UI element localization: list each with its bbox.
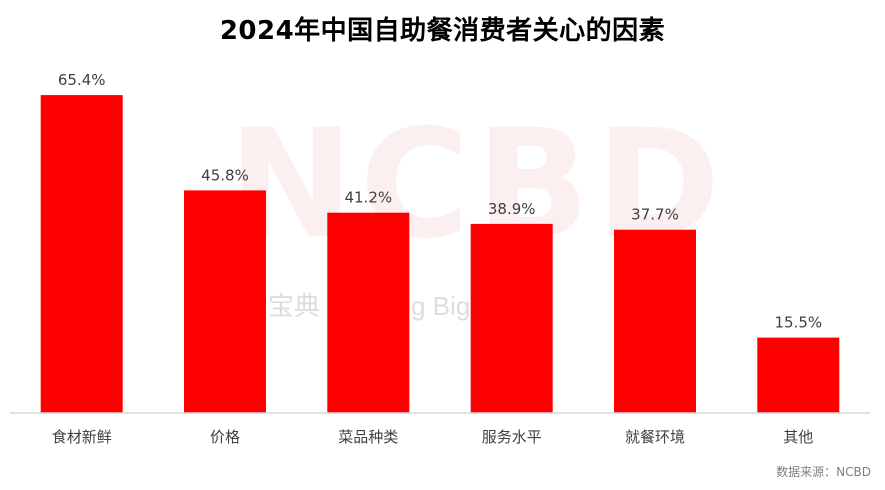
value-label-3: 38.9% [488, 200, 536, 218]
source-note: 数据来源：NCBD [776, 465, 871, 479]
x-tick-label-1: 价格 [210, 428, 240, 446]
bar-2 [327, 212, 410, 413]
x-tick-label-5: 其他 [783, 428, 813, 446]
x-tick-label-2: 菜品种类 [338, 428, 398, 446]
bar-1 [184, 190, 266, 413]
value-label-5: 15.5% [774, 314, 822, 332]
bar-5 [757, 337, 840, 413]
value-label-1: 45.8% [201, 166, 249, 184]
value-labels-group: 65.4% 45.8% 41.2% 38.9% 37.7% 15.5% [58, 71, 822, 332]
bars-group [40, 95, 840, 413]
bar-4 [614, 229, 696, 413]
value-label-0: 65.4% [58, 71, 106, 89]
x-tick-label-4: 就餐环境 [625, 428, 685, 446]
value-label-2: 41.2% [344, 189, 392, 207]
x-tick-label-3: 服务水平 [482, 428, 542, 446]
bar-0 [40, 95, 123, 413]
bar-3 [470, 223, 553, 413]
chart-title: 2024年中国自助餐消费者关心的因素 [219, 16, 666, 46]
value-label-4: 37.7% [631, 206, 679, 224]
x-tick-label-0: 食材新鲜 [52, 428, 112, 446]
x-tick-labels-group: 食材新鲜 价格 菜品种类 服务水平 就餐环境 其他 [52, 428, 814, 446]
